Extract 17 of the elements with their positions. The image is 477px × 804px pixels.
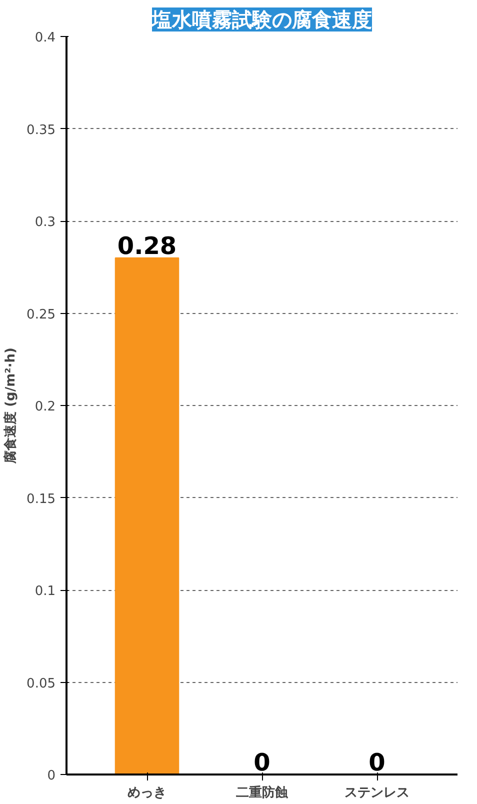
data-label: 0.28	[117, 232, 177, 260]
data-label: 0	[368, 748, 386, 776]
chart-title: 塩水噴霧試験の腐食速度	[151, 8, 372, 32]
y-tick-label: 0.1	[34, 584, 56, 599]
y-tick-label: 0.05	[26, 676, 56, 692]
y-tick-label: 0.25	[26, 307, 56, 322]
y-tick-label: 0.15	[26, 492, 56, 507]
y-axis-title: 腐食速度 (g/m²·h)	[2, 348, 19, 464]
y-tick-label: 0.3	[34, 215, 56, 230]
x-tick-label: めっき	[128, 786, 166, 800]
y-tick-label: 0.35	[26, 122, 56, 138]
y-tick-label: 0	[47, 768, 56, 784]
x-tick-label: ステンレス	[344, 786, 410, 800]
y-tick-label: 0.4	[34, 30, 56, 46]
y-tick-label: 0.2	[34, 400, 56, 414]
data-label: 0	[254, 748, 270, 776]
x-tick-label: 二重防蝕	[236, 784, 289, 800]
